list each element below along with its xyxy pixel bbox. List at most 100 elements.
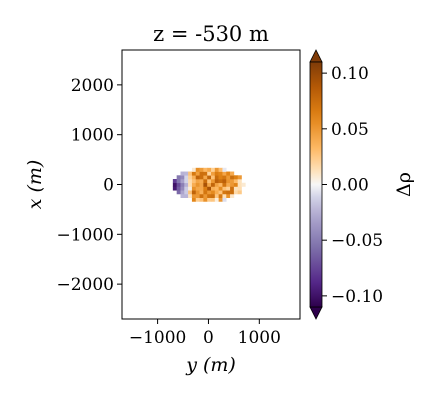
- heatmap-cell: [203, 182, 208, 187]
- heatmap-cell: [222, 193, 227, 199]
- heatmap-cell: [222, 175, 227, 180]
- heatmap-cell: [199, 171, 204, 176]
- heatmap-cell: [180, 182, 185, 187]
- heatmap-cell: [203, 190, 208, 195]
- heatmap-cell: [226, 179, 231, 184]
- heatmap-cell: [222, 182, 227, 187]
- heatmap-cell: [214, 179, 219, 184]
- heatmap-cell: [211, 193, 216, 199]
- heatmap-cell: [203, 197, 208, 202]
- heatmap-cell: [214, 190, 219, 195]
- heatmap-cell: [214, 171, 219, 176]
- y-tick-label: 1000: [71, 126, 114, 146]
- heatmap-cell: [241, 182, 246, 187]
- heatmap-cell: [191, 197, 197, 202]
- heatmap-cell: [218, 186, 223, 191]
- heatmap-cell: [211, 186, 216, 191]
- heatmap-cell: [222, 186, 227, 191]
- heatmap-cell: [218, 182, 223, 187]
- x-tick-label: 1000: [238, 328, 281, 348]
- heatmap-cell: [218, 179, 223, 184]
- y-axis-label: x (m): [24, 160, 46, 210]
- colorbar-tick-label: −0.05: [331, 231, 383, 251]
- heatmap-cell: [211, 197, 216, 202]
- colorbar: 0.10 0.05 0.00 −0.05 −0.10: [309, 49, 383, 320]
- heatmap-cell: [203, 175, 208, 180]
- heatmap-cell: [214, 193, 219, 199]
- heatmap-cell: [222, 197, 227, 202]
- heatmap-cell: [214, 182, 219, 187]
- heatmap-cell: [207, 182, 212, 187]
- heatmap-cell: [195, 190, 200, 195]
- heatmap-cell: [207, 186, 212, 191]
- heatmap-cell: [191, 193, 197, 199]
- heatmap-cell: [226, 171, 231, 176]
- heatmap-cell: [207, 193, 212, 199]
- heatmap-cell: [191, 190, 197, 195]
- colorbar-tick-label: 0.00: [331, 176, 369, 196]
- heatmap-cell: [176, 186, 181, 191]
- heatmap-cell: [195, 182, 200, 187]
- heatmap-cell: [214, 175, 219, 180]
- heatmap-cell: [191, 167, 197, 172]
- colorbar-label: Δρ: [393, 172, 415, 197]
- heatmap-cell: [230, 190, 235, 195]
- heatmap-cell: [203, 179, 208, 184]
- heatmap-cell: [199, 197, 204, 202]
- heatmap-cell: [199, 190, 204, 195]
- heatmap-cell: [222, 190, 227, 195]
- heatmap-cell: [226, 193, 231, 199]
- heatmap-cells: [172, 167, 246, 202]
- heatmap-cell: [211, 171, 216, 176]
- heatmap-cell: [184, 179, 189, 184]
- heatmap-cell: [237, 175, 242, 180]
- heatmap-cell: [172, 179, 177, 184]
- heatmap-cell: [176, 190, 181, 195]
- heatmap-cell: [230, 182, 235, 187]
- heatmap-cell: [207, 175, 212, 180]
- heatmap-cell: [199, 193, 204, 199]
- heatmap-cell: [237, 179, 242, 184]
- heatmap-cell: [188, 193, 193, 199]
- heatmap-cell: [180, 171, 185, 176]
- heatmap-cell: [191, 179, 197, 184]
- heatmap-cell: [218, 193, 223, 199]
- y-tick-label: 0: [103, 176, 114, 196]
- heatmap-cell: [207, 167, 212, 172]
- heatmap-cell: [218, 197, 223, 202]
- heatmap-cell: [226, 190, 231, 195]
- heatmap-cell: [195, 197, 200, 202]
- heatmap-cell: [226, 175, 231, 180]
- colorbar-extend-min: [309, 306, 323, 320]
- y-tick-label: −2000: [56, 275, 114, 295]
- heatmap-cell: [214, 186, 219, 191]
- x-tick-label: −1000: [129, 328, 187, 348]
- y-tick-label: 2000: [71, 76, 114, 96]
- heatmap-cell: [188, 186, 193, 191]
- heatmap-cell: [218, 171, 223, 176]
- heatmap-cell: [188, 182, 193, 187]
- heatmap-cell: [203, 186, 208, 191]
- chart-title: z = -530 m: [153, 22, 269, 46]
- x-tick-label: 0: [203, 328, 214, 348]
- heatmap-cell: [184, 175, 189, 180]
- heatmap-cell: [230, 175, 235, 180]
- heatmap-cell: [237, 182, 242, 187]
- heatmap-cell: [191, 186, 197, 191]
- heatmap-cell: [226, 182, 231, 187]
- heatmap-cell: [222, 179, 227, 184]
- heatmap-cell: [207, 179, 212, 184]
- heatmap-cell: [188, 179, 193, 184]
- heatmap-cell: [188, 175, 193, 180]
- heatmap-cell: [195, 171, 200, 176]
- heatmap-cell: [211, 182, 216, 187]
- heatmap-cell: [233, 186, 238, 191]
- heatmap-cell: [184, 171, 189, 176]
- y-tick-label: −1000: [56, 225, 114, 245]
- heatmap-cell: [230, 193, 235, 199]
- heatmap-cell: [207, 171, 212, 176]
- heatmap-cell: [184, 182, 189, 187]
- heatmap-cell: [226, 186, 231, 191]
- heatmap-cell: [176, 175, 181, 180]
- y-axis: 2000 1000 0 −1000 −2000: [56, 76, 122, 295]
